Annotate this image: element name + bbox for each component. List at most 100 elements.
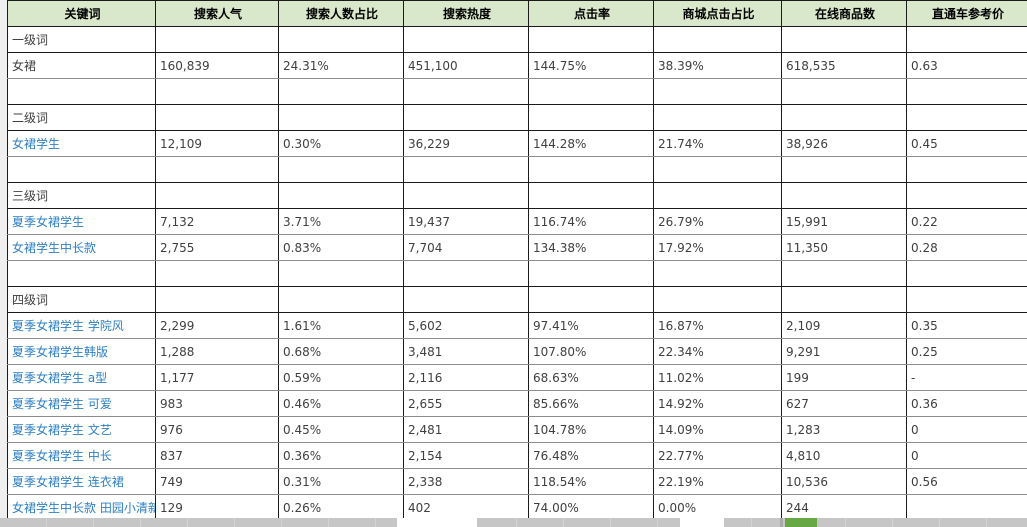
value-cell[interactable]: 0.22 (906, 208, 1027, 235)
empty-cell[interactable] (906, 78, 1027, 105)
empty-cell[interactable] (653, 156, 782, 183)
value-cell[interactable]: 749 (155, 468, 279, 495)
empty-cell[interactable] (528, 104, 654, 131)
empty-cell[interactable] (906, 156, 1027, 183)
keyword-cell[interactable]: 女裙 (7, 52, 156, 79)
empty-cell[interactable] (278, 182, 404, 209)
value-cell[interactable]: 15,991 (781, 208, 907, 235)
value-cell[interactable]: 107.80% (528, 338, 654, 365)
empty-cell[interactable] (528, 156, 654, 183)
keyword-link[interactable]: 女裙学生 (7, 130, 156, 157)
value-cell[interactable]: 2,116 (403, 364, 529, 391)
value-cell[interactable]: 9,291 (781, 338, 907, 365)
empty-cell[interactable] (653, 104, 782, 131)
value-cell[interactable]: 0.63 (906, 52, 1027, 79)
value-cell[interactable]: 0.45 (906, 130, 1027, 157)
keyword-link[interactable]: 夏季女裙学生韩版 (7, 338, 156, 365)
value-cell[interactable]: 74.00% (528, 494, 654, 521)
value-cell[interactable]: 4,810 (781, 442, 907, 469)
value-cell[interactable]: 1.61% (278, 312, 404, 339)
horizontal-scrollbar[interactable] (0, 518, 1027, 527)
value-cell[interactable]: 76.48% (528, 442, 654, 469)
empty-cell[interactable] (528, 286, 654, 313)
value-cell[interactable]: 0.59% (278, 364, 404, 391)
keyword-link[interactable]: 女裙学生中长款 (7, 234, 156, 261)
value-cell[interactable]: 2,109 (781, 312, 907, 339)
empty-cell[interactable] (906, 260, 1027, 287)
empty-cell[interactable] (528, 182, 654, 209)
value-cell[interactable]: 0 (906, 442, 1027, 469)
value-cell[interactable]: 2,338 (403, 468, 529, 495)
keyword-link[interactable]: 夏季女裙学生 (7, 208, 156, 235)
value-cell[interactable]: 0.35 (906, 312, 1027, 339)
value-cell[interactable]: 0.83% (278, 234, 404, 261)
value-cell[interactable]: 0.36% (278, 442, 404, 469)
empty-cell[interactable] (278, 260, 404, 287)
value-cell[interactable]: 199 (781, 364, 907, 391)
section-label-cell[interactable]: 三级词 (7, 182, 156, 209)
empty-cell[interactable] (781, 78, 907, 105)
empty-cell[interactable] (278, 286, 404, 313)
value-cell[interactable]: 10,536 (781, 468, 907, 495)
empty-cell[interactable] (403, 156, 529, 183)
value-cell[interactable]: 38,926 (781, 130, 907, 157)
value-cell[interactable]: 0.68% (278, 338, 404, 365)
empty-cell[interactable] (403, 26, 529, 53)
value-cell[interactable]: 0.28 (906, 234, 1027, 261)
column-header[interactable]: 搜索人气 (155, 0, 279, 27)
value-cell[interactable]: 1,283 (781, 416, 907, 443)
value-cell[interactable]: 451,100 (403, 52, 529, 79)
empty-cell[interactable] (781, 156, 907, 183)
empty-cell[interactable] (278, 78, 404, 105)
empty-cell[interactable] (155, 182, 279, 209)
value-cell[interactable]: 160,839 (155, 52, 279, 79)
value-cell[interactable]: 118.54% (528, 468, 654, 495)
empty-cell[interactable] (781, 104, 907, 131)
value-cell[interactable]: 97.41% (528, 312, 654, 339)
value-cell[interactable]: 7,132 (155, 208, 279, 235)
empty-cell[interactable] (653, 26, 782, 53)
value-cell[interactable]: 26.79% (653, 208, 782, 235)
value-cell[interactable]: 618,535 (781, 52, 907, 79)
empty-cell[interactable] (653, 182, 782, 209)
value-cell[interactable]: 0.30% (278, 130, 404, 157)
value-cell[interactable]: 19,437 (403, 208, 529, 235)
value-cell[interactable]: 144.75% (528, 52, 654, 79)
value-cell[interactable]: 976 (155, 416, 279, 443)
value-cell[interactable]: 1,288 (155, 338, 279, 365)
empty-cell[interactable] (528, 26, 654, 53)
value-cell[interactable]: 129 (155, 494, 279, 521)
green-spacer-cell[interactable] (7, 78, 156, 105)
empty-cell[interactable] (278, 104, 404, 131)
value-cell[interactable]: 2,481 (403, 416, 529, 443)
value-cell[interactable]: 3.71% (278, 208, 404, 235)
value-cell[interactable]: 983 (155, 390, 279, 417)
value-cell[interactable]: 14.92% (653, 390, 782, 417)
value-cell[interactable]: 0.45% (278, 416, 404, 443)
value-cell[interactable]: 104.78% (528, 416, 654, 443)
value-cell[interactable]: 2,755 (155, 234, 279, 261)
value-cell[interactable]: - (906, 364, 1027, 391)
empty-cell[interactable] (781, 182, 907, 209)
column-header[interactable]: 搜索热度 (403, 0, 529, 27)
value-cell[interactable]: 21.74% (653, 130, 782, 157)
empty-cell[interactable] (155, 156, 279, 183)
value-cell[interactable]: 244 (781, 494, 907, 521)
value-cell[interactable]: 22.34% (653, 338, 782, 365)
column-header[interactable]: 关键词 (7, 0, 156, 27)
value-cell[interactable]: 0.31% (278, 468, 404, 495)
empty-cell[interactable] (155, 26, 279, 53)
empty-cell[interactable] (653, 78, 782, 105)
value-cell[interactable]: 17.92% (653, 234, 782, 261)
empty-cell[interactable] (403, 260, 529, 287)
empty-cell[interactable] (906, 286, 1027, 313)
section-label-cell[interactable]: 四级词 (7, 286, 156, 313)
value-cell[interactable]: 3,481 (403, 338, 529, 365)
value-cell[interactable]: 38.39% (653, 52, 782, 79)
empty-cell[interactable] (155, 260, 279, 287)
empty-cell[interactable] (653, 260, 782, 287)
keyword-link[interactable]: 女裙学生中长款 田园小清新 (7, 494, 156, 521)
value-cell[interactable]: 2,154 (403, 442, 529, 469)
empty-cell[interactable] (528, 260, 654, 287)
value-cell[interactable]: 12,109 (155, 130, 279, 157)
